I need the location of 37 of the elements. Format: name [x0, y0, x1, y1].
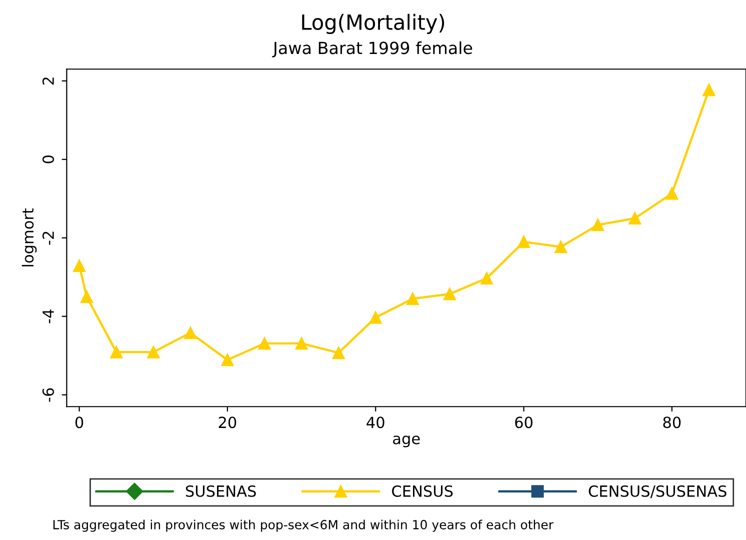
point — [147, 346, 160, 358]
text: LTs aggregated in provinces with pop-sex<6M and within 10 years of each other — [53, 520, 554, 532]
x-tick-label: 40 — [366, 416, 384, 428]
x-tick-label: 80 — [663, 416, 681, 428]
point — [332, 346, 345, 360]
point — [406, 292, 419, 305]
point — [518, 236, 530, 248]
point — [110, 346, 123, 358]
x-axis-title: age — [393, 436, 420, 448]
point — [443, 288, 456, 300]
point — [592, 218, 604, 232]
point — [666, 187, 678, 200]
y-axis-title: logmort — [22, 208, 37, 266]
point — [628, 212, 642, 224]
point — [258, 337, 271, 350]
x-tick-label: 0 — [75, 416, 84, 428]
x-tick-label: 20 — [218, 416, 236, 428]
point — [184, 326, 197, 340]
point — [480, 272, 493, 285]
legend-label: CENSUS/SUSENAS — [588, 485, 726, 498]
y-tick-label: -2 — [42, 232, 54, 245]
point — [73, 259, 86, 272]
point — [221, 354, 234, 366]
chart-title: Log(Mortality) — [302, 14, 444, 34]
x-tick-label: 60 — [515, 416, 532, 428]
y-tick-label: 0 — [42, 156, 54, 164]
y-tick-label: -6 — [42, 388, 54, 402]
point — [369, 311, 382, 324]
y-tick-label: 2 — [42, 78, 54, 85]
point — [295, 337, 308, 350]
legend-label: CENSUS — [392, 485, 453, 497]
point — [80, 290, 93, 303]
legend-label: SUSENAS — [186, 485, 256, 497]
point — [702, 84, 716, 96]
point — [554, 240, 568, 254]
y-tick-label: -4 — [42, 310, 54, 324]
chart-subtitle: Jawa Barat 1999 female — [272, 41, 472, 58]
